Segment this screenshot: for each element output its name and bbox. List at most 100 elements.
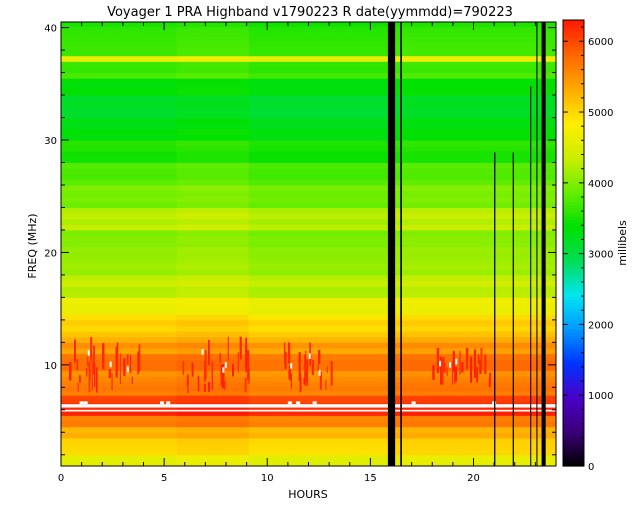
spectrogram-cell [61, 184, 177, 192]
colorbar-swatch [563, 204, 584, 208]
spectrogram-cell [176, 454, 250, 461]
spectrogram-cell [61, 229, 177, 237]
spectrogram-cell [61, 162, 177, 169]
spectrogram-cell [248, 26, 389, 33]
emission-burst-streak [432, 365, 435, 380]
spectrogram-cell [176, 426, 250, 433]
saturated-spot [201, 349, 204, 355]
colorbar-swatch [563, 445, 584, 449]
spectrogram-cell [176, 72, 250, 79]
spectrogram-cell [387, 201, 557, 208]
colorbar-tick-label: 0 [588, 462, 594, 473]
emission-burst-streak [454, 368, 456, 384]
spectrogram-cell [387, 213, 557, 220]
emission-burst-streak [223, 371, 225, 380]
spectrogram-cell [61, 308, 177, 315]
colorbar-swatch [563, 49, 584, 54]
spectrogram-cell [387, 280, 557, 287]
spectrogram-cell [248, 263, 389, 270]
spectrogram-cell [387, 111, 557, 119]
colorbar-swatch [563, 147, 584, 152]
spectrogram-cell [248, 100, 389, 107]
spectrogram-cell [248, 140, 389, 147]
spectrogram-cell [248, 432, 389, 439]
spectrogram-cell [176, 58, 250, 62]
spectrogram-cell [176, 241, 250, 248]
spectrogram-cell [387, 145, 557, 152]
spectrogram-cell [61, 156, 177, 164]
spectrogram-cell [387, 449, 557, 456]
spectrogram-cell [387, 331, 557, 338]
x-tick-label: 5 [161, 473, 167, 484]
spectrogram-cell [61, 168, 177, 175]
spectrogram-cell [248, 168, 389, 175]
colorbar-swatch [563, 159, 584, 164]
spectrogram-cell [248, 111, 389, 119]
spectrogram-cell [176, 117, 250, 124]
spectrogram-cell [61, 342, 177, 349]
spectrogram-cell [248, 376, 389, 383]
spectrogram-cell [176, 291, 250, 298]
spectrogram-cell [248, 55, 389, 60]
spectrogram-cell [387, 89, 557, 96]
spectrogram-cell [387, 399, 557, 404]
spectrogram-cell [387, 117, 557, 124]
x-axis: 0 5 10 15 20 [58, 22, 557, 484]
spectrogram-cell [387, 395, 557, 400]
spectrogram-cell [387, 364, 557, 371]
spectrogram-cell [387, 36, 557, 42]
saturated-spot [318, 370, 321, 376]
colorbar-tick-label: 2000 [588, 320, 613, 331]
data-gap-lines [387, 22, 546, 466]
emission-burst-streak [237, 352, 239, 373]
emission-burst-streak [477, 354, 480, 364]
spectrogram-cell [387, 22, 557, 28]
spectrogram-cell [61, 224, 177, 231]
emission-burst-streak [461, 362, 464, 373]
spectrogram-cell [387, 72, 557, 79]
spectrogram-cell [387, 460, 557, 467]
chart-title: Voyager 1 PRA Highband v1790223 R date(y… [107, 5, 513, 20]
spectrogram-cell [176, 308, 250, 315]
spectrogram-cell [248, 41, 389, 47]
spectrogram-cell [61, 381, 177, 387]
colorbar-swatch [563, 296, 584, 301]
spectrogram-cell [387, 415, 557, 422]
spectrogram-cell [248, 190, 389, 197]
spectrogram-cell [387, 218, 557, 225]
spectrogram-cell [248, 460, 389, 467]
spectrogram-cell [387, 426, 557, 433]
spectrogram-cell [248, 173, 389, 180]
spectrogram-cell [61, 426, 177, 433]
emission-burst-streak [318, 349, 321, 365]
spectrogram-cell [61, 432, 177, 439]
colorbar-swatch [563, 153, 584, 158]
spectrogram-cell [387, 291, 557, 298]
colorbar-swatch [563, 284, 584, 289]
colorbar-swatch [563, 141, 584, 146]
colorbar-swatch [563, 361, 584, 366]
colorbar-swatch [563, 335, 584, 339]
emission-burst-streak [465, 347, 469, 370]
spectrogram-cell [248, 437, 389, 445]
spectrogram-cell [248, 308, 389, 315]
spectrogram-cell [248, 280, 389, 287]
spectrogram-cell [61, 134, 177, 141]
emission-burst-streak [298, 355, 300, 363]
spectrogram-cell [387, 381, 557, 387]
spectrogram-cell [387, 370, 557, 377]
colorbar-swatch [563, 266, 584, 271]
saturated-speck [411, 401, 416, 405]
emission-burst-streak [95, 367, 98, 393]
spectrogram-cell [248, 61, 389, 68]
colorbar-swatch [563, 118, 584, 122]
spectrogram-cell [248, 78, 389, 85]
saturated-speck [79, 401, 84, 405]
spectrogram-cell [176, 274, 250, 282]
spectrogram-cell [387, 50, 557, 57]
spectrogram-cell [387, 308, 557, 315]
colorbar: 0 1000 2000 3000 4000 5000 6000 [562, 19, 613, 473]
emission-burst-streak [326, 366, 328, 374]
colorbar-swatch [563, 433, 584, 437]
spectrogram-cell [248, 454, 389, 461]
